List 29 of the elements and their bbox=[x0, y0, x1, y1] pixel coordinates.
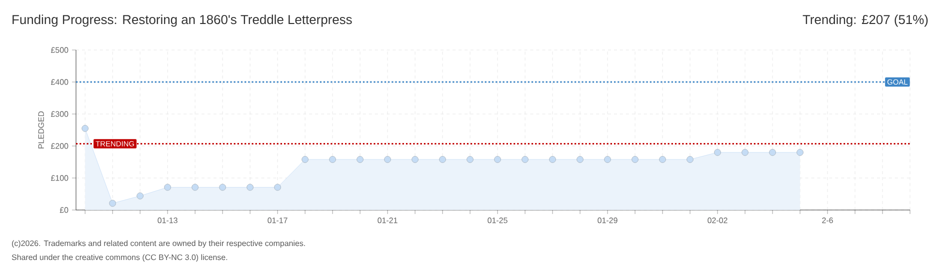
point bbox=[246, 184, 254, 191]
point bbox=[82, 125, 88, 132]
point bbox=[796, 149, 804, 156]
chart-title: Funding Progress: Restoring an 1860's Treddle Letterpress bbox=[12, 14, 352, 27]
point bbox=[714, 149, 721, 156]
point bbox=[356, 156, 364, 163]
point bbox=[549, 156, 556, 163]
point bbox=[686, 156, 694, 163]
point bbox=[384, 156, 391, 163]
point bbox=[329, 156, 336, 163]
point bbox=[274, 184, 281, 191]
point bbox=[136, 192, 144, 200]
point bbox=[302, 156, 308, 163]
point bbox=[192, 184, 198, 191]
point bbox=[742, 149, 748, 156]
point bbox=[659, 156, 666, 163]
point bbox=[466, 156, 474, 163]
point bbox=[632, 156, 638, 163]
point bbox=[576, 156, 584, 163]
chart-subtitle: Trending: £207 (51%) bbox=[802, 14, 928, 27]
point bbox=[604, 156, 611, 163]
point bbox=[439, 156, 446, 163]
point bbox=[522, 156, 528, 163]
point bbox=[412, 156, 418, 163]
point bbox=[164, 184, 171, 191]
point bbox=[494, 156, 501, 163]
point bbox=[769, 149, 776, 156]
point bbox=[109, 200, 116, 207]
point bbox=[219, 184, 226, 191]
